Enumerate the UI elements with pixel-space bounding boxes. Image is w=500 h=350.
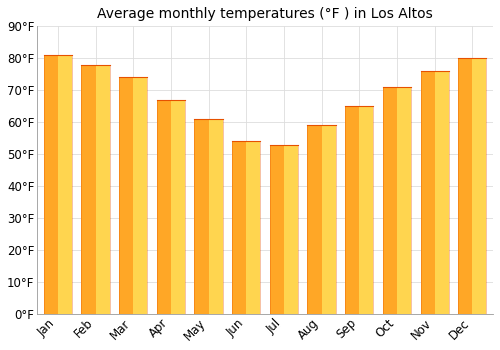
Bar <box>434 71 449 314</box>
Bar <box>420 71 434 314</box>
Bar <box>270 145 284 314</box>
Bar <box>232 141 246 314</box>
Bar <box>345 106 360 314</box>
Title: Average monthly temperatures (°F ) in Los Altos: Average monthly temperatures (°F ) in Lo… <box>97 7 433 21</box>
Bar <box>119 77 133 314</box>
Bar <box>82 65 96 314</box>
Bar <box>156 100 171 314</box>
Bar <box>458 58 472 314</box>
Bar <box>472 58 486 314</box>
Bar <box>44 55 58 314</box>
Bar <box>322 125 336 314</box>
Bar <box>133 77 148 314</box>
Bar <box>360 106 374 314</box>
Bar <box>246 141 260 314</box>
Bar <box>58 55 72 314</box>
Bar <box>96 65 110 314</box>
Bar <box>383 87 397 314</box>
Bar <box>171 100 185 314</box>
Bar <box>284 145 298 314</box>
Bar <box>208 119 222 314</box>
Bar <box>194 119 208 314</box>
Bar <box>397 87 411 314</box>
Bar <box>308 125 322 314</box>
